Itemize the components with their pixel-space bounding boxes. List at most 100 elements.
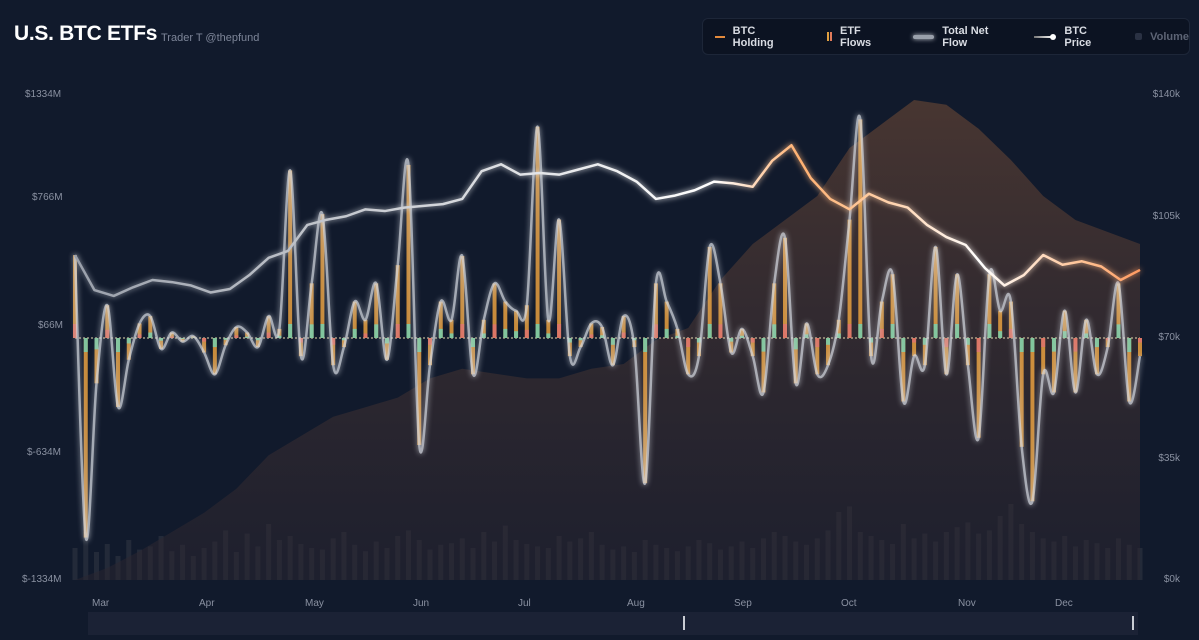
etf-flow-bar-segment xyxy=(826,338,831,345)
etf-flow-bar-segment xyxy=(621,332,626,338)
etf-flow-bar xyxy=(83,338,88,538)
etf-flow-bar xyxy=(395,265,400,338)
etf-flow-bar-segment xyxy=(686,338,691,348)
etf-flow-bar xyxy=(976,338,981,438)
etf-flow-bar xyxy=(331,338,336,366)
left-axis-tick: $-1334M xyxy=(22,574,62,585)
etf-flow-bar-segment xyxy=(202,338,207,342)
etf-flow-bar xyxy=(374,283,379,338)
etf-flow-bar-segment xyxy=(546,333,551,338)
volume-bar xyxy=(72,548,78,580)
etf-flow-bar-segment xyxy=(879,328,884,338)
total-net-flow-line xyxy=(73,114,1142,542)
etf-flow-bar-segment xyxy=(847,324,852,338)
volume-bar xyxy=(94,552,100,580)
etf-flow-bar-segment xyxy=(858,324,863,338)
etf-flow-bar xyxy=(1116,283,1121,338)
left-axis-tick: $66M xyxy=(38,320,64,331)
month-label: Apr xyxy=(199,598,215,609)
navigator-handle-right[interactable] xyxy=(1132,616,1134,630)
etf-flow-bar xyxy=(503,301,508,338)
etf-flow-bar xyxy=(460,256,465,338)
legend: BTC Holding ETF Flows Total Net Flow BTC… xyxy=(702,18,1190,55)
etf-flow-bar xyxy=(718,283,723,338)
etf-flow-bar xyxy=(266,316,271,338)
etf-flow-bar-segment xyxy=(761,338,766,352)
etf-flow-bar-segment xyxy=(212,338,217,348)
etf-flow-bar-segment xyxy=(1127,338,1132,352)
etf-flow-bar xyxy=(998,310,1003,338)
etf-flow-bar xyxy=(879,301,884,338)
etf-flow-bar xyxy=(643,338,648,484)
etf-flow-bar xyxy=(137,323,142,338)
etf-flow-bar xyxy=(826,338,831,366)
etf-flow-bar-segment xyxy=(998,331,1003,338)
etf-flow-bar-segment xyxy=(1116,324,1121,338)
legend-etf-flows[interactable]: ETF Flows xyxy=(827,25,893,49)
etf-flow-bar xyxy=(557,219,562,338)
etf-flow-bar-segment xyxy=(374,324,379,338)
etf-flow-bar-segment xyxy=(309,324,314,338)
etf-flow-bar-segment xyxy=(696,338,701,343)
etf-flow-bar xyxy=(428,338,432,366)
etf-flow-bar-segment xyxy=(417,338,422,352)
etf-flow-bar-segment xyxy=(266,332,271,338)
etf-flow-bar xyxy=(105,305,110,338)
etf-flow-bar-segment xyxy=(449,333,454,338)
etf-flow-bar-segment xyxy=(481,333,486,338)
etf-flow-bar-segment xyxy=(567,338,572,343)
etf-flow-bar-segment xyxy=(1051,338,1056,352)
etf-flow-bar xyxy=(664,301,669,338)
etf-flow-bar-segment xyxy=(976,338,981,352)
etf-flow-bar xyxy=(363,319,368,338)
etf-flow-bar xyxy=(234,327,239,338)
etf-flow-bar-segment xyxy=(1073,338,1078,352)
etf-flow-bar-segment xyxy=(739,335,744,338)
etf-flow-bar xyxy=(783,237,787,338)
etf-flow-bar xyxy=(94,338,99,384)
legend-total-net-flow[interactable]: Total Net Flow xyxy=(912,25,1014,49)
etf-flow-bar-segment xyxy=(126,338,131,344)
etf-flow-bar xyxy=(761,338,766,393)
etf-flow-bar-segment xyxy=(783,324,787,338)
etf-flow-bar xyxy=(245,332,250,338)
volume-bar xyxy=(104,544,110,580)
etf-flow-bar xyxy=(126,338,131,360)
legend-btc-price[interactable]: BTC Price xyxy=(1034,25,1115,49)
etf-flow-bar xyxy=(449,319,454,338)
legend-btc-holding[interactable]: BTC Holding xyxy=(715,25,797,49)
etf-flow-bar-segment xyxy=(384,338,389,344)
etf-flow-bar-segment xyxy=(578,338,583,341)
etf-flow-bar-segment xyxy=(1008,328,1013,338)
right-axis-tick: $0k xyxy=(1163,574,1180,585)
etf-flow-bar-segment xyxy=(535,324,540,338)
volume-bar xyxy=(83,532,89,580)
legend-label: Volume xyxy=(1150,30,1190,43)
etf-flow-bar xyxy=(148,316,153,338)
etf-flow-bar-segment xyxy=(944,338,949,348)
range-navigator[interactable] xyxy=(88,612,1138,635)
etf-flow-bar-segment xyxy=(438,328,443,338)
etf-flow-bar-segment xyxy=(933,324,938,338)
etf-flow-bar-segment xyxy=(1094,338,1099,348)
etf-flow-bar-segment xyxy=(169,336,174,338)
etf-flow-bar xyxy=(1062,310,1067,338)
left-axis-tick: $766M xyxy=(32,192,63,203)
etf-flow-bar xyxy=(1019,338,1024,447)
navigator-handle-left[interactable] xyxy=(683,616,685,630)
month-label: May xyxy=(305,598,324,609)
etf-flow-bar-segment xyxy=(729,338,734,342)
etf-flow-bar xyxy=(944,338,949,375)
etf-flow-bar xyxy=(471,338,476,375)
etf-flow-bar-segment xyxy=(718,324,723,338)
etf-flow-bar xyxy=(288,170,293,338)
legend-volume[interactable]: Volume xyxy=(1135,31,1189,43)
etf-flow-bar-segment xyxy=(352,328,357,338)
etf-flow-bar xyxy=(610,338,615,366)
etf-flow-bar xyxy=(492,283,497,338)
etf-flow-bar-segment xyxy=(94,338,99,350)
left-axis-tick: $-634M xyxy=(27,447,61,458)
etf-flow-bar-segment xyxy=(277,335,282,338)
etf-flow-bar xyxy=(847,219,852,338)
